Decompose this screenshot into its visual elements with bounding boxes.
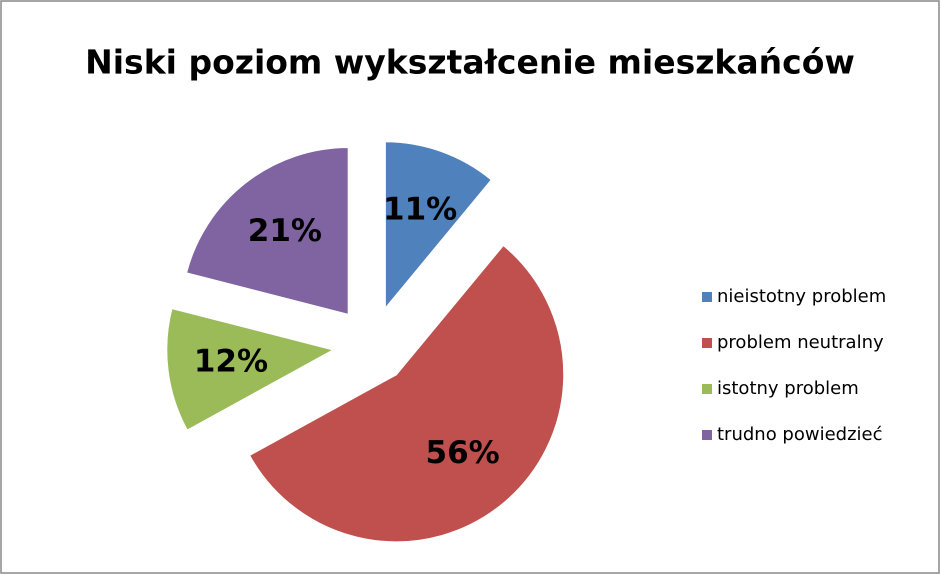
legend-swatch — [702, 292, 712, 302]
data-label: 12% — [194, 343, 268, 379]
data-label: 21% — [248, 213, 322, 249]
pie-slice — [184, 145, 350, 317]
legend-swatch — [702, 384, 712, 394]
legend-label: nieistotny problem — [717, 286, 886, 307]
legend-label: problem neutralny — [717, 332, 884, 353]
pie-slice — [165, 306, 337, 433]
legend-label: istotny problem — [717, 378, 859, 399]
chart-title: Niski poziom wykształcenie mieszkańców — [85, 43, 855, 82]
data-label: 11% — [383, 192, 457, 228]
legend-label: trudno powiedzieć — [717, 424, 883, 445]
data-label: 56% — [426, 435, 500, 471]
legend-swatch — [702, 430, 712, 440]
legend-swatch — [702, 338, 712, 348]
pie-slice — [247, 243, 566, 544]
pie-slice — [383, 140, 494, 313]
